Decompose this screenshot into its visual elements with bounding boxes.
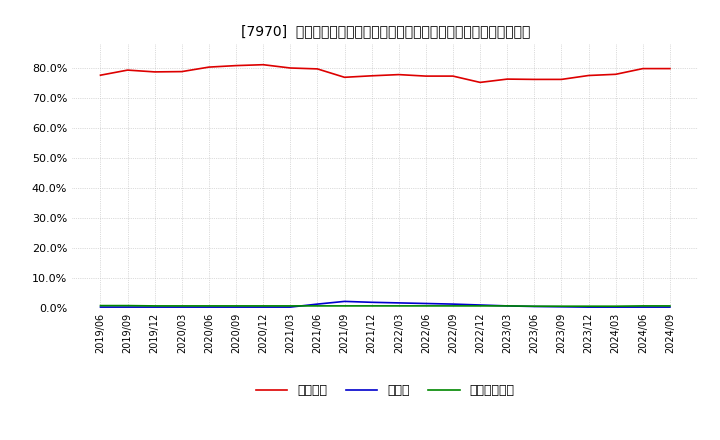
のれん <box>259 304 268 310</box>
のれん <box>611 304 620 310</box>
繰延税金資産 <box>421 303 430 308</box>
自己資本 <box>286 66 294 71</box>
Legend: 自己資本, のれん, 繰延税金資産: 自己資本, のれん, 繰延税金資産 <box>251 379 520 402</box>
自己資本 <box>232 63 240 68</box>
自己資本 <box>584 73 593 78</box>
繰延税金資産 <box>476 303 485 308</box>
のれん <box>449 301 457 307</box>
のれん <box>367 300 376 305</box>
繰延税金資産 <box>123 303 132 308</box>
のれん <box>395 300 403 305</box>
自己資本 <box>557 77 566 82</box>
のれん <box>123 304 132 310</box>
繰延税金資産 <box>611 304 620 309</box>
自己資本 <box>395 72 403 77</box>
繰延税金資産 <box>178 303 186 308</box>
繰延税金資産 <box>367 303 376 308</box>
自己資本 <box>665 66 674 71</box>
繰延税金資産 <box>557 304 566 309</box>
繰延税金資産 <box>341 303 349 308</box>
のれん <box>421 301 430 306</box>
Line: のれん: のれん <box>101 301 670 307</box>
のれん <box>204 304 213 310</box>
自己資本 <box>476 80 485 85</box>
Line: 自己資本: 自己資本 <box>101 65 670 82</box>
自己資本 <box>96 73 105 78</box>
繰延税金資産 <box>503 303 511 308</box>
自己資本 <box>313 66 322 72</box>
のれん <box>341 299 349 304</box>
のれん <box>530 304 539 309</box>
のれん <box>178 304 186 310</box>
のれん <box>313 301 322 307</box>
のれん <box>96 304 105 310</box>
自己資本 <box>150 69 159 74</box>
自己資本 <box>611 72 620 77</box>
のれん <box>476 302 485 308</box>
自己資本 <box>123 67 132 73</box>
のれん <box>286 304 294 310</box>
のれん <box>503 303 511 308</box>
Title: [7970]  自己資本、のれん、繰延税金資産の総資産に対する比率の推移: [7970] 自己資本、のれん、繰延税金資産の総資産に対する比率の推移 <box>240 25 530 39</box>
繰延税金資産 <box>286 303 294 308</box>
繰延税金資産 <box>449 303 457 308</box>
のれん <box>665 304 674 310</box>
自己資本 <box>204 64 213 70</box>
繰延税金資産 <box>584 304 593 309</box>
繰延税金資産 <box>259 303 268 308</box>
繰延税金資産 <box>150 303 159 308</box>
自己資本 <box>178 69 186 74</box>
自己資本 <box>367 73 376 78</box>
のれん <box>232 304 240 310</box>
のれん <box>584 304 593 310</box>
自己資本 <box>259 62 268 67</box>
自己資本 <box>449 73 457 79</box>
繰延税金資産 <box>639 303 647 308</box>
自己資本 <box>503 77 511 82</box>
のれん <box>639 304 647 310</box>
自己資本 <box>421 73 430 79</box>
繰延税金資産 <box>313 303 322 308</box>
繰延税金資産 <box>96 303 105 308</box>
自己資本 <box>530 77 539 82</box>
自己資本 <box>341 75 349 80</box>
繰延税金資産 <box>530 304 539 309</box>
繰延税金資産 <box>232 303 240 308</box>
繰延税金資産 <box>395 303 403 308</box>
繰延税金資産 <box>204 303 213 308</box>
のれん <box>557 304 566 309</box>
自己資本 <box>639 66 647 71</box>
繰延税金資産 <box>665 303 674 308</box>
のれん <box>150 304 159 310</box>
